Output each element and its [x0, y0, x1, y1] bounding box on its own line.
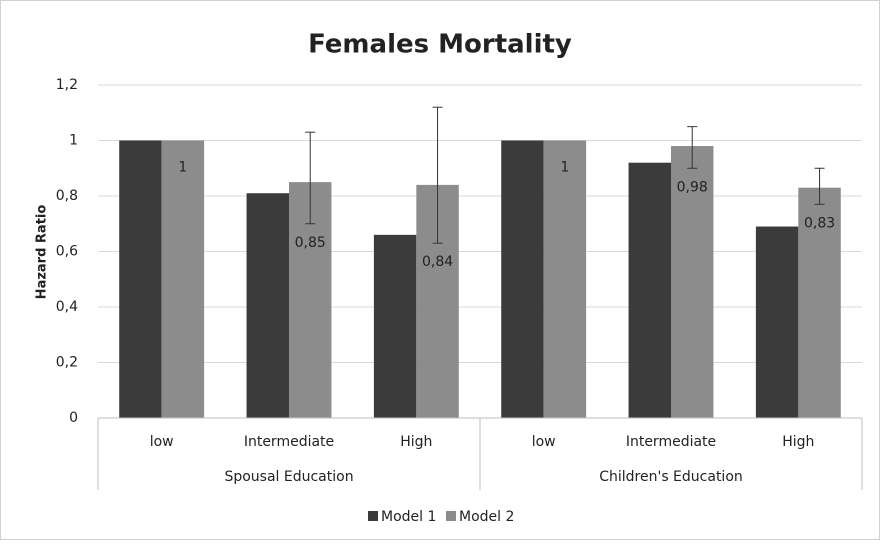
x-tick-label: High [782, 434, 814, 450]
y-tick-label: 1 [69, 133, 78, 149]
y-axis-label: Hazard Ratio [35, 205, 50, 300]
x-tick-label: low [150, 434, 174, 450]
x-tick-label: Intermediate [244, 434, 334, 450]
bar [798, 187, 841, 418]
y-tick-label: 0,4 [56, 299, 78, 315]
y-tick-label: 1,2 [56, 77, 78, 93]
data-label: 1 [560, 160, 569, 176]
y-tick-label: 0,8 [56, 188, 78, 204]
data-label: 0,98 [677, 179, 708, 195]
bar [628, 162, 671, 418]
y-tick-label: 0,6 [56, 244, 78, 260]
legend-swatch [446, 511, 456, 521]
chart-title: Females Mortality [308, 30, 572, 60]
x-tick-label: Intermediate [626, 434, 716, 450]
bar [755, 226, 799, 418]
legend-swatch [368, 511, 378, 521]
y-tick-label: 0,2 [56, 355, 78, 371]
bar [119, 140, 162, 418]
data-label: 0,83 [804, 215, 835, 231]
data-label: 0,85 [295, 235, 326, 251]
bar [373, 234, 417, 418]
group-label: Spousal Education [224, 469, 353, 485]
legend-label: Model 1 [381, 509, 436, 525]
group-label: Children's Education [599, 469, 743, 485]
data-label: 1 [178, 160, 187, 176]
x-tick-label: High [400, 434, 432, 450]
bar [501, 140, 544, 418]
data-label: 0,84 [422, 254, 453, 270]
bar [543, 140, 587, 418]
bar [671, 146, 714, 419]
bar [246, 193, 289, 418]
x-tick-label: low [532, 434, 556, 450]
bar [161, 140, 205, 418]
legend-label: Model 2 [459, 509, 514, 525]
y-tick-label: 0 [69, 410, 78, 426]
